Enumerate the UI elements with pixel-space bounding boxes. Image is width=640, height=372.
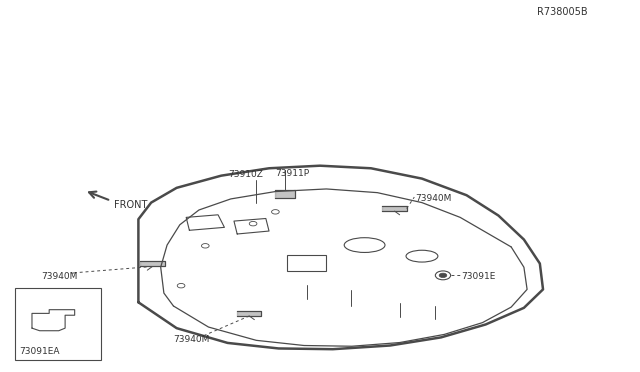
Polygon shape: [383, 206, 406, 211]
Text: 73940M: 73940M: [41, 272, 77, 281]
Circle shape: [439, 273, 447, 278]
Text: FRONT: FRONT: [114, 200, 148, 210]
Polygon shape: [275, 190, 294, 198]
Text: 73911P: 73911P: [275, 169, 310, 177]
Text: 73940M: 73940M: [415, 195, 452, 203]
Text: 73910Z: 73910Z: [228, 170, 263, 179]
Polygon shape: [140, 261, 164, 266]
Text: 73091EA: 73091EA: [19, 347, 60, 356]
Text: 73940M: 73940M: [173, 335, 210, 344]
Text: R738005B: R738005B: [537, 7, 588, 17]
Text: 73091E: 73091E: [461, 272, 496, 281]
Polygon shape: [237, 311, 261, 316]
